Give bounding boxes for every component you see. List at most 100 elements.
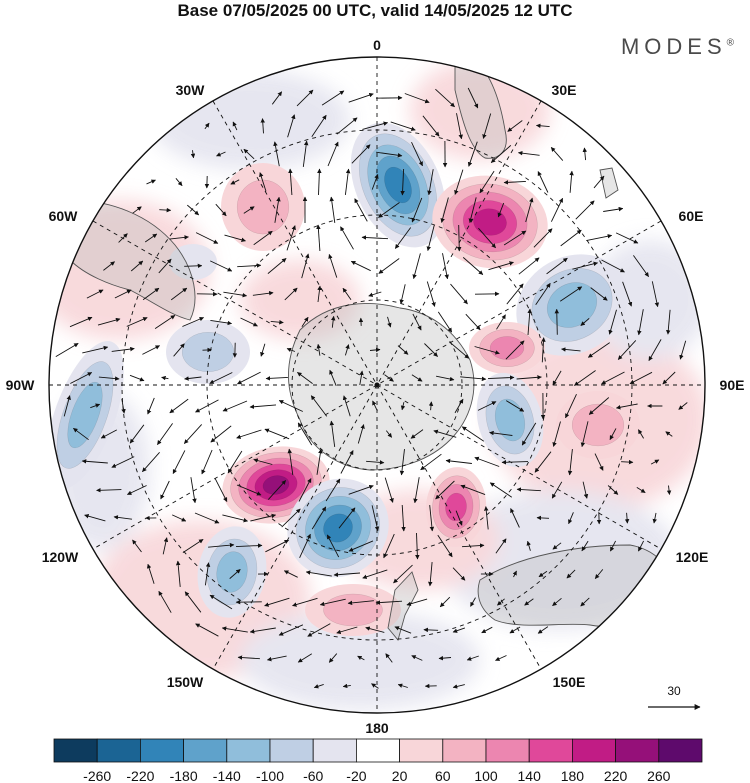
wind-vector <box>130 260 144 272</box>
wind-vector <box>350 260 371 272</box>
south-pole-marker <box>374 382 380 388</box>
wind-vector <box>516 487 541 492</box>
wind-vector <box>327 141 339 167</box>
wind-vector <box>271 91 283 105</box>
wind-vector <box>636 487 646 493</box>
wind-vector <box>566 569 576 579</box>
lon-label-120e: 120E <box>676 549 709 565</box>
colorbar-swatch <box>528 738 573 763</box>
wind-vector <box>565 394 577 419</box>
wind-vector <box>307 623 331 637</box>
wind-vector <box>622 281 633 307</box>
wind-vector <box>329 369 337 386</box>
wind-vector <box>445 458 472 464</box>
wind-vector <box>366 460 385 465</box>
wind-vector <box>448 341 470 359</box>
wind-vector <box>299 533 311 558</box>
wind-vector <box>581 540 589 552</box>
africa-land <box>454 57 507 159</box>
colorbar-swatch <box>399 738 444 763</box>
lon-label-0: 0 <box>373 37 381 53</box>
wind-vector <box>118 233 128 243</box>
wind-vector <box>142 345 161 355</box>
wind-vector <box>435 480 455 500</box>
wind-vector <box>615 232 639 244</box>
wind-vector <box>609 540 617 552</box>
wind-vector <box>243 206 255 214</box>
wind-vector <box>348 540 374 552</box>
wind-vector <box>283 570 298 578</box>
anomaly-cell <box>425 467 487 547</box>
wind-vector <box>236 429 262 439</box>
colorbar-labels: -260 -220 -180 -140 -100 -60 -20 20 60 100 140 180 2… <box>83 768 671 783</box>
wind-vector <box>342 395 351 417</box>
wind-vector <box>467 87 479 109</box>
wind-vector <box>336 117 358 135</box>
wind-vector <box>325 478 341 502</box>
wind-vector <box>552 597 562 607</box>
wind-vector <box>195 232 219 244</box>
wind-vector <box>86 289 104 299</box>
wind-vector <box>142 452 160 473</box>
anomaly-cell <box>350 122 446 248</box>
lon-label-90w: 90W <box>6 377 36 393</box>
wind-vector <box>229 569 241 579</box>
wind-vector <box>427 169 434 196</box>
wind-vector <box>182 539 204 553</box>
wind-vector <box>224 234 246 242</box>
wind-vector <box>509 626 521 634</box>
wind-vector <box>629 371 653 385</box>
colorbar-tick-label: -180 <box>170 768 198 783</box>
wind-vector <box>190 477 197 504</box>
wind-vector <box>336 626 358 635</box>
wind-vector <box>328 253 338 278</box>
wind-vector <box>170 287 188 301</box>
wind-vector <box>383 533 395 559</box>
wind-vector <box>301 253 310 279</box>
wind-vector <box>368 291 382 297</box>
wind-vector <box>436 375 455 382</box>
wind-vector <box>488 261 514 271</box>
wind-vector <box>534 451 552 473</box>
anomaly-cell <box>305 584 401 636</box>
wind-vector <box>287 448 294 475</box>
wind-vector <box>204 562 211 586</box>
wind-vector <box>194 512 220 524</box>
wind-vector <box>173 343 185 357</box>
wind-vector <box>210 260 233 272</box>
wind-vector <box>357 655 365 661</box>
wind-vector <box>568 512 574 525</box>
wind-vectors <box>55 87 688 689</box>
wind-vector <box>384 477 394 503</box>
wind-vector <box>385 430 393 438</box>
wind-vector <box>317 285 322 303</box>
colorbar-swatch <box>183 738 228 763</box>
wind-vector <box>580 318 590 326</box>
wind-vector <box>267 258 287 274</box>
reference-vector-label: 30 <box>667 684 681 698</box>
wind-vector <box>250 513 277 522</box>
wind-vector <box>420 453 442 471</box>
wind-vector <box>264 428 290 440</box>
colorbar-swatch <box>355 738 400 763</box>
wind-vector <box>437 311 453 333</box>
wind-vector <box>624 512 630 524</box>
wind-vector <box>468 197 477 224</box>
wind-vector <box>253 458 273 465</box>
wind-vector <box>265 376 288 381</box>
wind-vector <box>559 286 583 302</box>
wind-vector <box>260 343 266 357</box>
wind-vector <box>637 540 645 552</box>
wind-vector <box>512 570 517 578</box>
wind-vector <box>487 375 515 380</box>
anomaly-contour <box>236 179 290 235</box>
wind-vector <box>264 597 290 607</box>
wind-vector <box>401 504 406 532</box>
wind-vector <box>296 89 314 107</box>
wind-vector <box>506 283 524 305</box>
wind-vector <box>340 450 354 474</box>
anomaly-contour <box>445 492 467 522</box>
wind-vector <box>510 508 520 528</box>
wind-vector <box>301 316 309 328</box>
wind-vector <box>496 314 506 330</box>
